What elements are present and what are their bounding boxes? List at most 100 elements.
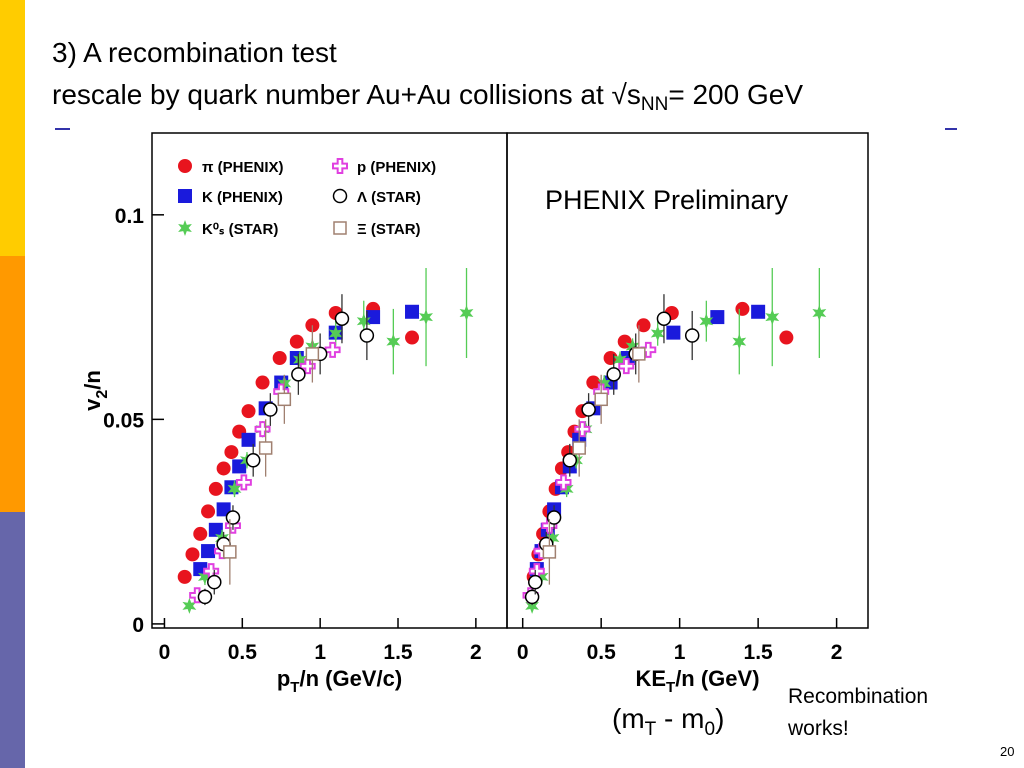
point [245, 453, 261, 468]
point [625, 338, 640, 355]
label-sub: T [666, 679, 675, 696]
point [606, 367, 621, 382]
label-sub: T [290, 679, 299, 696]
point [227, 480, 242, 497]
point [258, 441, 273, 455]
point [594, 392, 608, 407]
side-bar-yellow [0, 0, 25, 256]
point [636, 318, 651, 333]
point [656, 311, 672, 326]
point [324, 341, 341, 358]
x-tick-label: 1 [314, 641, 326, 664]
point [732, 333, 747, 350]
point [241, 432, 256, 447]
point [459, 305, 474, 321]
label-text: p [277, 666, 290, 691]
point [650, 325, 665, 342]
point [765, 309, 780, 326]
y-tick-label: 0 [132, 614, 144, 637]
point [555, 474, 572, 491]
point [751, 304, 766, 319]
point [272, 351, 287, 365]
point [525, 597, 539, 614]
point [223, 545, 237, 559]
point [185, 547, 200, 562]
note-line: works! [787, 717, 849, 740]
mt-annotation: (mT - m0) [612, 703, 724, 740]
point [207, 574, 222, 590]
x-tick-label: 0.5 [228, 641, 258, 664]
point [177, 569, 192, 584]
legend-label: K (PHENIX) [202, 189, 283, 206]
title-line-1: 3) A recombination test [52, 37, 337, 68]
legend-label: Ξ (STAR) [357, 221, 421, 238]
point [666, 325, 681, 340]
point [197, 589, 213, 605]
annotation-box [539, 175, 845, 217]
point [277, 392, 292, 407]
label-text: KE [635, 666, 666, 691]
point [254, 421, 271, 438]
point [201, 544, 216, 559]
point [235, 474, 252, 491]
annot-text: - m [656, 703, 704, 734]
x-axis-label: KET/n (GeV) [635, 666, 759, 696]
point [586, 375, 601, 390]
y-tick-label: 0.1 [115, 205, 145, 228]
point [572, 441, 586, 455]
note-line: Recombination [788, 685, 928, 708]
point [333, 221, 347, 235]
point [224, 445, 239, 460]
point [178, 189, 192, 203]
point [632, 347, 646, 361]
annot-sub: T [645, 719, 657, 740]
label-sub: 2 [94, 390, 111, 399]
point [581, 402, 596, 417]
point [263, 402, 278, 417]
annotation: PHENIX Preliminary [545, 185, 789, 215]
y-tick-label: 0.05 [103, 409, 144, 432]
x-tick-label: 2 [831, 641, 843, 664]
point [699, 313, 714, 330]
point [534, 568, 549, 585]
title-sub: NN [641, 94, 668, 115]
point [328, 325, 343, 342]
point [618, 358, 635, 375]
point [528, 574, 543, 590]
y-axis-label: v2/n [80, 370, 111, 411]
x-axis-label: pT/n (GeV/c) [277, 666, 402, 696]
side-bar-orange [0, 256, 25, 512]
point [405, 304, 420, 319]
point [366, 310, 381, 325]
point [299, 358, 316, 375]
point [216, 502, 231, 517]
point [334, 311, 350, 326]
legend-label: p (PHENIX) [357, 159, 436, 176]
point [216, 461, 231, 476]
point [597, 375, 612, 392]
point [386, 333, 401, 350]
label-text: v [80, 398, 105, 411]
x-tick-label: 0.5 [587, 641, 617, 664]
title-text: = 200 GeV [668, 79, 803, 110]
point [405, 330, 420, 345]
point [255, 375, 270, 390]
point [332, 158, 348, 174]
annot-text: ) [715, 703, 724, 734]
point [359, 328, 375, 343]
point [546, 510, 562, 525]
point [574, 421, 591, 438]
title-text: rescale by quark number Au+Au collisions… [52, 79, 641, 110]
x-tick-label: 2 [470, 641, 482, 664]
point [356, 313, 371, 330]
page-number: 20 [1000, 744, 1014, 759]
point [524, 589, 540, 605]
point [305, 347, 320, 361]
point [710, 310, 725, 325]
legend-label: K⁰ₛ (STAR) [202, 221, 278, 238]
plot-frame [506, 132, 869, 629]
point [201, 504, 216, 519]
point [178, 159, 192, 173]
x-tick-label: 1.5 [744, 641, 774, 664]
